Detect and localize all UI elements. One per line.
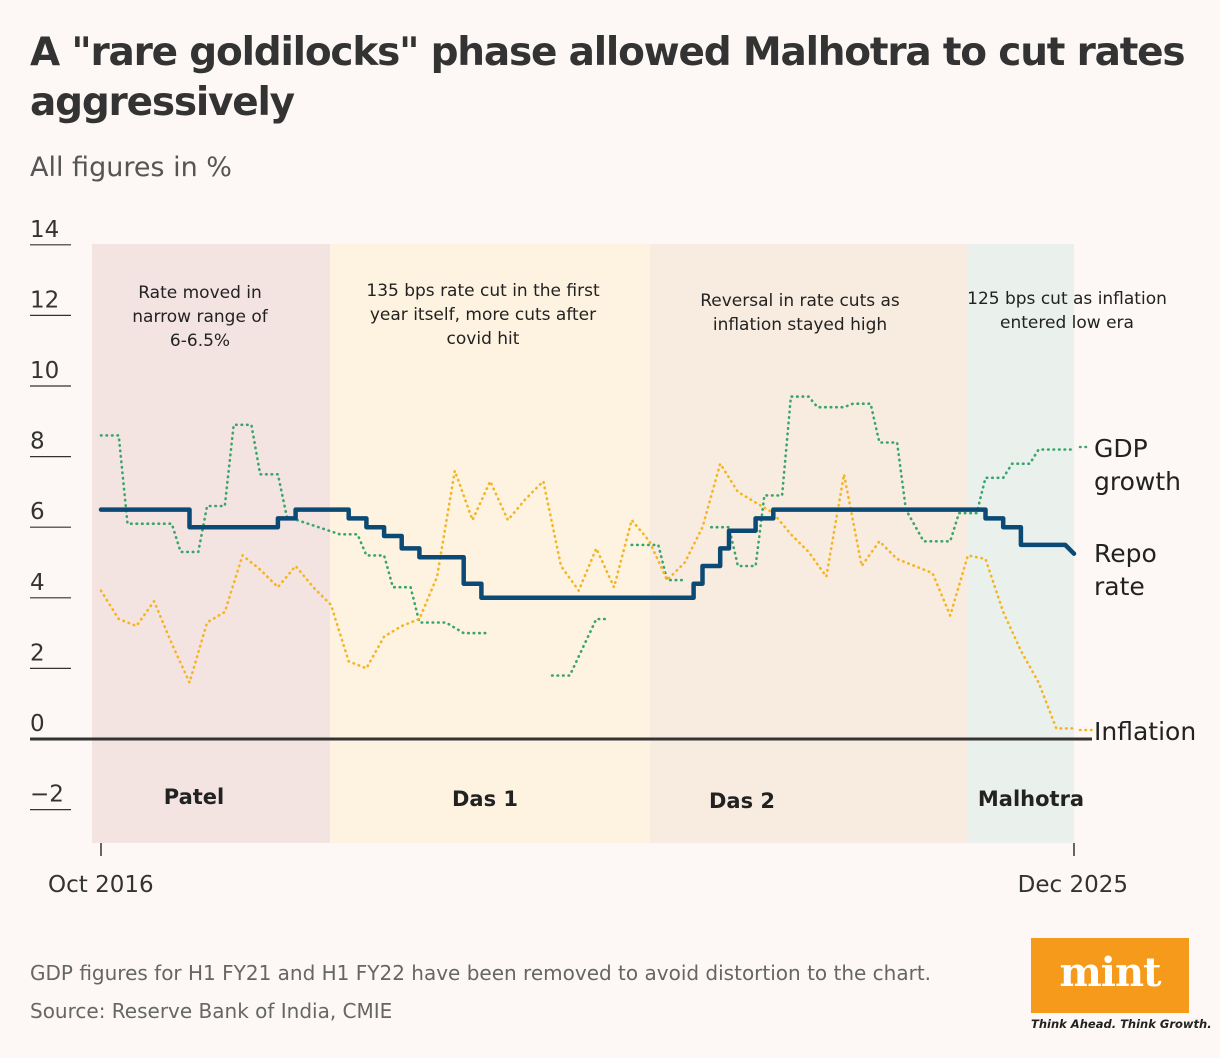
series-line-repo-rate (98, 507, 1077, 601)
series-line-gdp-growth-part-4 (710, 395, 1076, 568)
y-tick-label: 2 (30, 640, 45, 666)
mint-logo: mint (1031, 938, 1189, 1013)
chart-subtitle: All figures in % (30, 152, 232, 183)
series-labels: Repo rate GDP growth Inflation (1078, 434, 1196, 746)
series-line-inflation (99, 462, 1076, 730)
y-tick-label: 12 (30, 287, 59, 313)
period-bands (92, 244, 1074, 843)
y-axis: 14 12 10 8 6 4 2 0 −2 (30, 217, 1092, 811)
logo-tagline: Think Ahead. Think Growth. (1031, 1017, 1212, 1031)
footnote: GDP figures for H1 FY21 and H1 FY22 have… (30, 961, 932, 985)
y-tick-label: −2 (30, 782, 64, 808)
series-label-repo-rate: Repo rate (1094, 539, 1157, 601)
series-line-gdp-growth-part-1 (99, 423, 492, 635)
period-name-malhotra: Malhotra (978, 787, 1084, 811)
annotation-malhotra: 125 bps cut as inflation entered low era (967, 289, 1167, 333)
series-label-inflation: Inflation (1094, 717, 1196, 746)
series-label-gdp-growth: GDP growth (1094, 434, 1181, 496)
source-note: Source: Reserve Bank of India, CMIE (30, 999, 393, 1023)
period-band-patel (92, 244, 330, 843)
line-chart: 14 12 10 8 6 4 2 0 −2 Rate moved in narrow range … (30, 217, 1196, 898)
period-names: Patel Das 1 Das 2 Malhotra (164, 785, 1084, 813)
period-name-patel: Patel (164, 785, 224, 809)
y-tick-label: 14 (30, 217, 59, 243)
series-line-gdp-growth-part-3 (630, 543, 687, 582)
period-name-das-1: Das 1 (452, 787, 518, 811)
period-band-das-2 (650, 244, 967, 843)
x-tick-label: Oct 2016 (48, 872, 154, 898)
series-line-gdp-growth-part-2 (550, 617, 607, 677)
series-lines (98, 395, 1077, 730)
period-name-das-2: Das 2 (709, 789, 775, 813)
period-band-das-1 (330, 244, 650, 843)
annotation-das-1: 135 bps rate cut in the first year itself… (366, 281, 600, 349)
annotation-das-2: Reversal in rate cuts as inflation stayed… (700, 291, 900, 335)
y-tick-label: 4 (30, 570, 45, 596)
x-axis: Oct 2016 Dec 2025 (48, 843, 1128, 898)
y-tick-label: 10 (30, 358, 59, 384)
chart-title: A "rare goldilocks" phase allowed Malhot… (30, 30, 1186, 125)
x-tick-label: Dec 2025 (1018, 872, 1128, 898)
period-annotations: Rate moved in narrow range of 6-6.5% 135 bp… (132, 281, 1167, 351)
y-tick-label: 8 (30, 429, 45, 455)
annotation-patel: Rate moved in narrow range of 6-6.5% (132, 283, 268, 351)
y-tick-label: 0 (30, 711, 45, 737)
y-tick-label: 6 (30, 499, 45, 525)
